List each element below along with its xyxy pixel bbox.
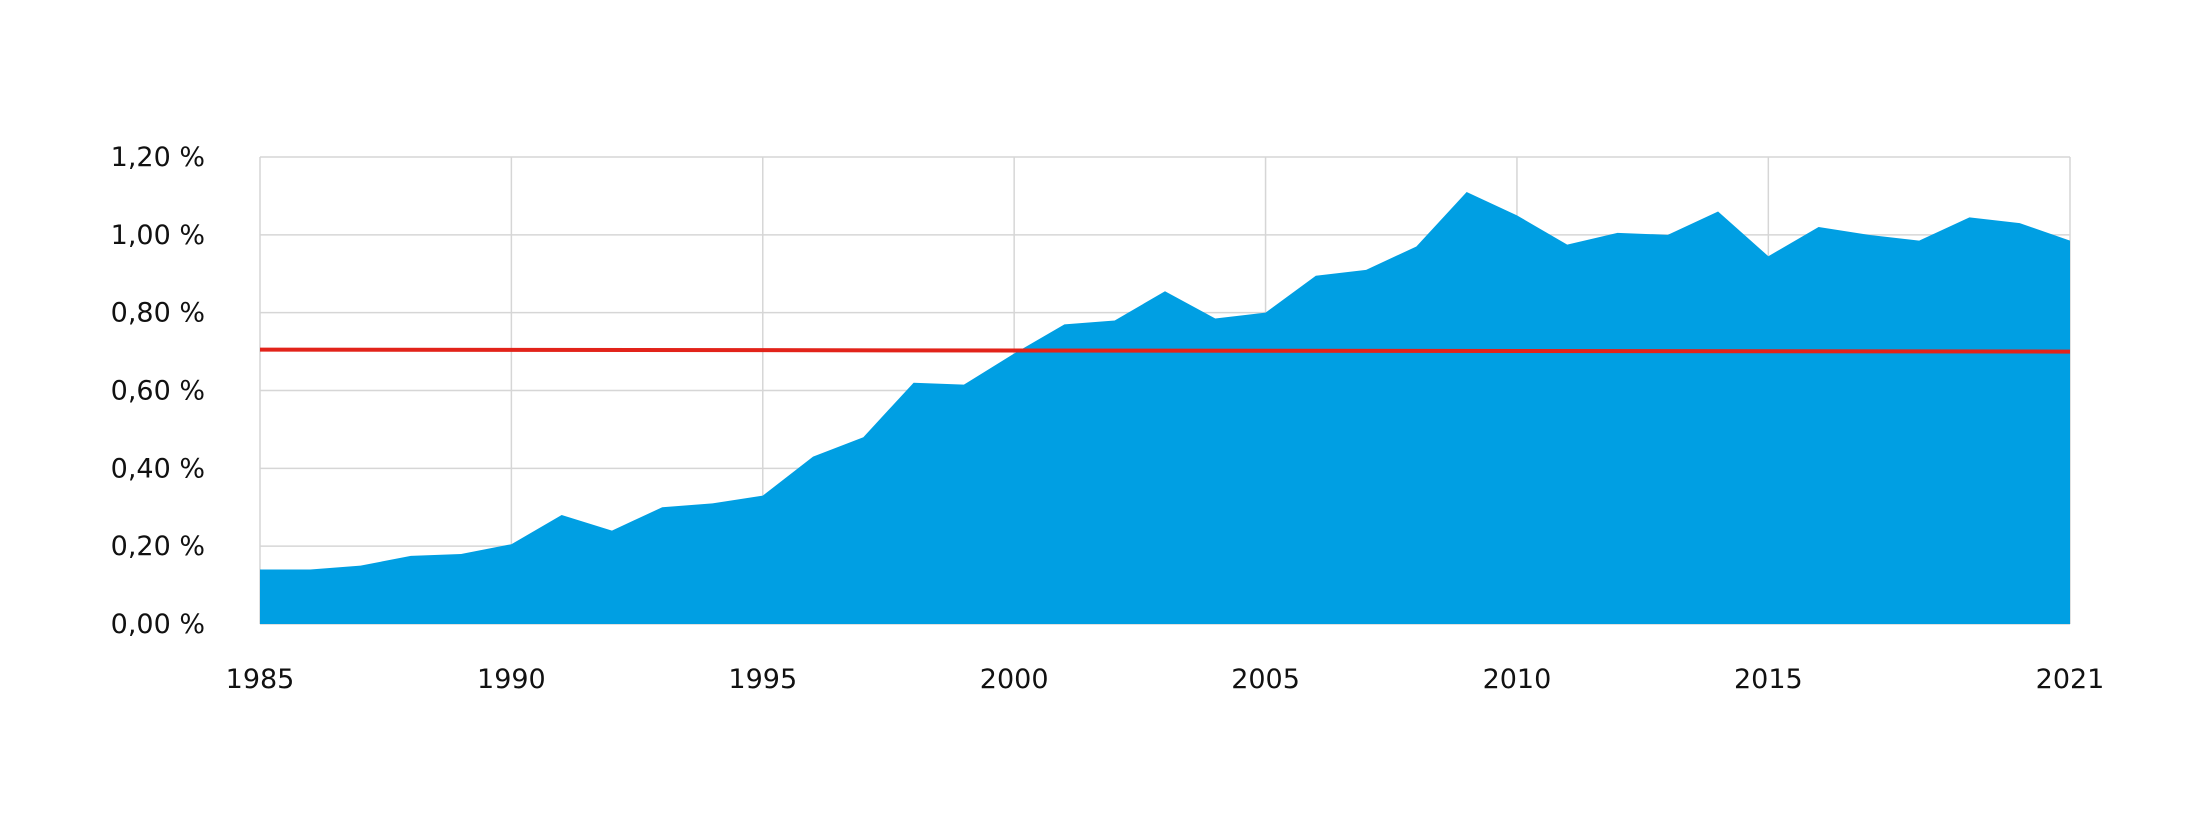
y-tick-label: 0,40 % [111, 453, 205, 484]
x-tick-label: 1990 [477, 664, 546, 695]
x-tick-label: 2000 [980, 664, 1049, 695]
y-tick-label: 0,60 % [111, 376, 205, 407]
x-axis-ticks: 1985 1990 1995 2000 2005 2010 2015 2021 [226, 664, 2105, 695]
y-tick-label: 1,00 % [111, 220, 205, 251]
x-tick-label: 2021 [2036, 664, 2105, 695]
area-layer [260, 192, 2070, 624]
y-tick-label: 0,20 % [111, 531, 205, 562]
x-tick-label: 2010 [1483, 664, 1552, 695]
area-series [260, 192, 2070, 624]
line-series [259, 347, 2071, 354]
y-tick-label: 1,20 % [111, 142, 205, 173]
line-layer [259, 347, 2071, 354]
y-tick-label: 0,00 % [111, 609, 205, 640]
y-tick-label: 0,80 % [111, 298, 205, 329]
x-tick-label: 2015 [1734, 664, 1803, 695]
y-axis-ticks: 0,00 % 0,20 % 0,40 % 0,60 % 0,80 % 1,00 % 1,20… [111, 142, 205, 640]
x-tick-label: 1985 [226, 664, 295, 695]
x-tick-label: 2005 [1231, 664, 1300, 695]
x-tick-label: 1995 [728, 664, 797, 695]
